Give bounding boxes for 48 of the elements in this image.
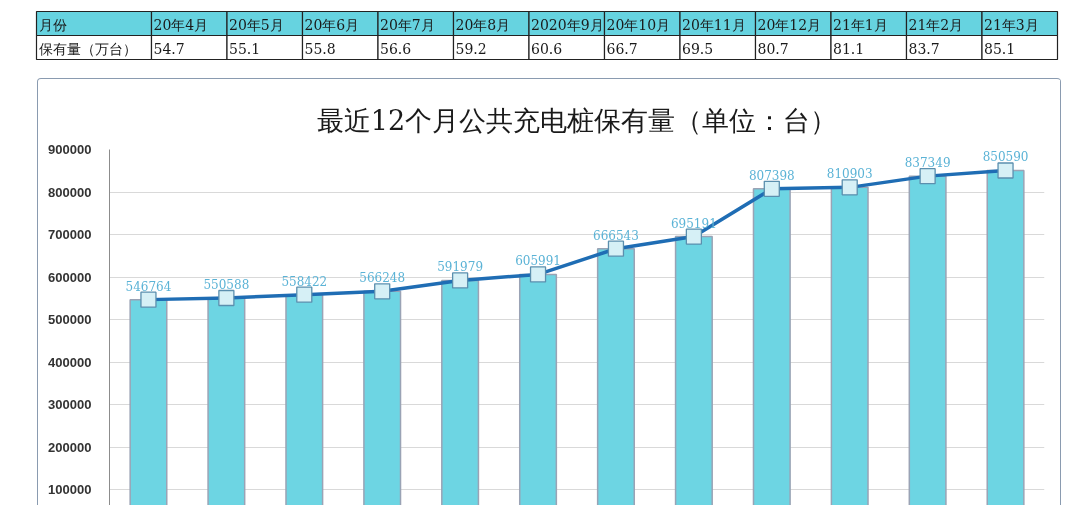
- data-label: 666543: [593, 228, 639, 243]
- data-label: 60.6: [531, 41, 563, 57]
- category-label: 20年6月: [304, 16, 360, 33]
- y-tick-label: 800000: [48, 184, 92, 200]
- category-label: 21年2月: [908, 16, 964, 33]
- data-label: 81.1: [833, 41, 865, 57]
- data-label: 550588: [203, 278, 250, 292]
- y-tick-label: 900000: [48, 142, 92, 157]
- data-label: 695191: [670, 216, 717, 231]
- data-label: 558422: [281, 274, 328, 289]
- data-label: 55.8: [304, 41, 336, 57]
- data-label: 837349: [904, 156, 951, 171]
- category-label: 20年8月: [455, 16, 511, 33]
- data-label: 54.7: [153, 41, 185, 57]
- text: 保有量（万台）: [38, 40, 137, 57]
- category-label: 20年5月: [229, 16, 284, 33]
- data-label: 55.1: [229, 41, 261, 57]
- y-tick-label: 300000: [48, 397, 92, 412]
- data-label: 566248: [359, 271, 406, 286]
- data-label: 69.5: [682, 41, 714, 57]
- data-label: 807398: [748, 168, 795, 183]
- chart-title: 最近12个月公共充电桩保有量（单位：台）: [316, 104, 838, 136]
- data-label: 66.7: [606, 41, 638, 57]
- y-tick-label: 400000: [48, 354, 92, 370]
- data-label: 80.7: [757, 41, 789, 57]
- data-label: 605991: [515, 254, 561, 269]
- category-label: 20年10月: [606, 16, 671, 33]
- category-label: 20年4月: [153, 16, 209, 33]
- category-label: 20年7月: [380, 16, 435, 33]
- category-label: 21年1月: [833, 16, 888, 33]
- category-label: 21年3月: [984, 16, 1039, 33]
- y-tick-label: 700000: [48, 227, 92, 242]
- data-label: 85.1: [984, 41, 1016, 57]
- data-label: 850590: [982, 150, 1029, 165]
- data-label: 56.6: [380, 41, 412, 57]
- y-tick-label: 200000: [48, 439, 92, 455]
- y-tick-label: 100000: [48, 482, 92, 497]
- data-label: 546764: [125, 279, 172, 294]
- category-label: 20年11月: [682, 16, 746, 33]
- data-label: 810903: [826, 167, 873, 182]
- category-label: 2020年9月: [531, 16, 604, 33]
- category-label: 20年12月: [757, 16, 822, 33]
- y-tick-label: 600000: [48, 269, 92, 285]
- data-label: 83.7: [908, 41, 940, 57]
- data-label: 59.2: [455, 41, 487, 57]
- text: 月份: [38, 16, 67, 33]
- y-tick-label: 500000: [48, 312, 92, 327]
- data-label: 591979: [437, 260, 484, 275]
